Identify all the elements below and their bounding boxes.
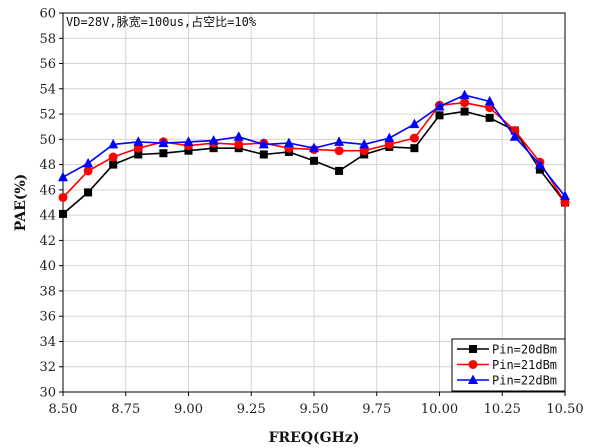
data-point	[409, 133, 419, 143]
data-point	[435, 111, 444, 120]
data-point	[560, 198, 570, 207]
y-axis-title: PAE(%)	[13, 174, 29, 232]
data-point	[83, 166, 93, 176]
data-point	[384, 132, 395, 143]
x-tick-label: 8.75	[111, 402, 140, 417]
data-point	[58, 192, 68, 202]
legend-entry: Pin=21dBm	[457, 358, 557, 372]
y-tick-label: 56	[39, 57, 56, 72]
data-point	[560, 190, 570, 201]
data-point	[58, 171, 68, 182]
data-point	[459, 89, 470, 100]
data-point	[108, 152, 118, 162]
y-tick-label: 34	[39, 335, 56, 350]
x-tick-label: 10.50	[546, 402, 583, 417]
legend-marker	[469, 345, 477, 353]
data-point	[485, 113, 494, 122]
data-point	[309, 142, 319, 153]
data-point	[134, 150, 143, 159]
y-tick-label: 60	[39, 7, 56, 22]
data-point	[509, 131, 520, 141]
y-tick-label: 54	[39, 82, 56, 97]
x-tick-label: 10.00	[421, 402, 458, 417]
y-tick-label: 52	[39, 108, 56, 123]
legend-label: Pin=20dBm	[492, 343, 557, 357]
data-point	[133, 143, 143, 153]
data-point	[83, 157, 94, 168]
data-point	[535, 165, 544, 174]
data-point	[310, 156, 318, 165]
y-tick-label: 40	[39, 259, 56, 274]
data-point	[534, 159, 545, 169]
data-point	[159, 149, 168, 158]
data-point	[183, 136, 194, 146]
legend-entry: Pin=22dBm	[457, 374, 557, 388]
data-point	[334, 146, 344, 156]
data-point	[334, 136, 345, 146]
data-point	[283, 137, 294, 148]
y-tick-label: 46	[39, 183, 56, 198]
data-point	[434, 100, 445, 111]
x-tick-label: 9.75	[362, 402, 391, 417]
data-point	[259, 150, 268, 159]
data-point	[460, 98, 470, 108]
x-axis-ticks: 8.50 8.75 9.00 9.25 9.50 9.75 10.00 10.25 10.50	[49, 392, 584, 417]
chart-annotation: VD=28V,脉宽=100us,占空比=10%	[66, 14, 257, 29]
data-point	[258, 138, 269, 149]
legend-label: Pin=21dBm	[492, 358, 557, 372]
data-point	[208, 135, 219, 145]
data-point	[84, 188, 93, 197]
y-tick-label: 32	[39, 360, 56, 375]
grid	[62, 12, 566, 393]
y-tick-label: 36	[39, 310, 56, 325]
series-3	[58, 89, 570, 201]
x-tick-label: 10.25	[484, 402, 521, 417]
data-point	[59, 209, 67, 218]
legend-marker	[468, 360, 478, 369]
data-point	[209, 144, 218, 153]
data-point	[359, 146, 369, 156]
data-point	[184, 146, 193, 155]
data-point	[409, 118, 420, 129]
data-point	[484, 95, 495, 106]
y-tick-label: 38	[39, 284, 56, 299]
data-point	[158, 137, 169, 148]
data-point	[359, 138, 370, 149]
legend-label: Pin=22dBm	[492, 374, 557, 388]
data-point	[234, 139, 244, 149]
x-tick-label: 9.00	[174, 402, 203, 417]
legend-entry: Pin=20dBm	[457, 343, 557, 357]
y-tick-label: 50	[39, 133, 56, 148]
data-point	[108, 138, 119, 149]
x-tick-label: 9.25	[237, 402, 266, 417]
y-tick-label: 30	[39, 386, 56, 401]
x-tick-label: 9.50	[300, 402, 329, 417]
series-layer	[58, 89, 570, 218]
y-tick-label: 58	[39, 32, 56, 47]
y-tick-label: 44	[39, 209, 56, 224]
data-point	[410, 144, 419, 153]
y-tick-label: 42	[39, 234, 56, 249]
x-tick-label: 8.50	[49, 402, 78, 417]
data-point	[233, 131, 244, 141]
data-point	[384, 139, 394, 149]
data-point	[133, 136, 144, 146]
legend-marker	[468, 374, 478, 384]
data-point	[109, 160, 118, 169]
y-axis-ticks: 30 32 34 36 38 40 42 44 46 48 50 52 54 56 58 60	[39, 7, 63, 401]
data-point	[460, 107, 469, 116]
x-axis-title: FREQ(GHz)	[269, 430, 360, 446]
data-point	[335, 166, 344, 175]
y-tick-label: 48	[39, 158, 56, 173]
